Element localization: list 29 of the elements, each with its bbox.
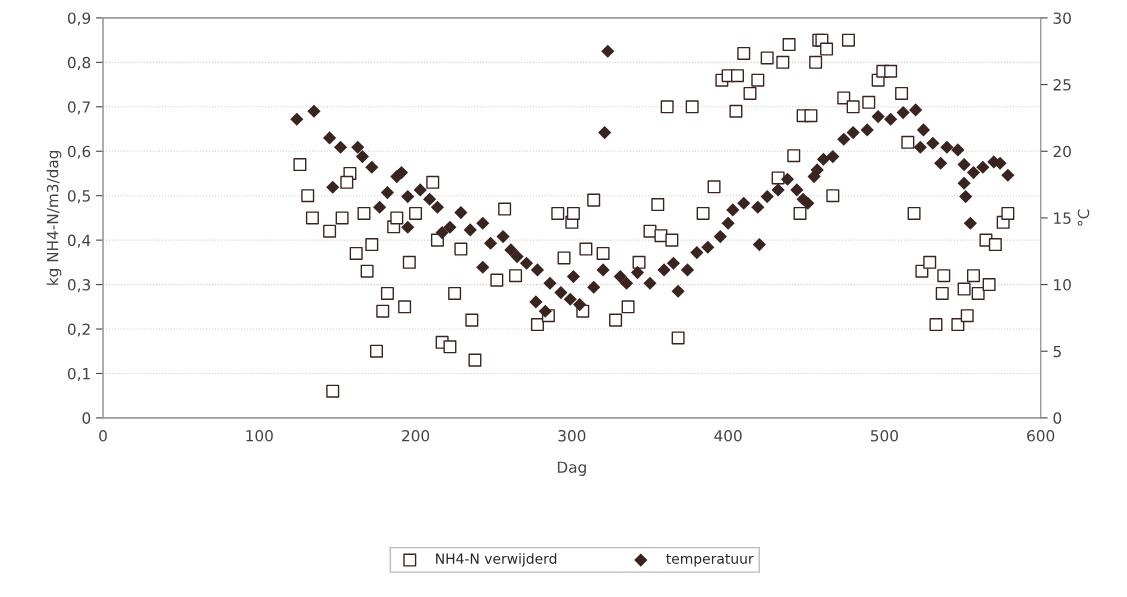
y-tick-label: 0,7 (67, 101, 90, 115)
y2-tick-label: 30 (1053, 12, 1071, 24)
x-tick-label: 0 (99, 429, 107, 442)
y-tick-label: 0,4 (67, 234, 91, 248)
y-tick-label: 0,8 (67, 56, 91, 70)
x-axis-title: Dag (557, 461, 586, 476)
y-tick-label: 0,3 (67, 279, 90, 293)
x-tick-label: 200 (402, 429, 430, 442)
y-tick-label: 0,9 (67, 12, 91, 26)
x-tick-label: 100 (246, 429, 273, 442)
x-tick-label: 300 (558, 429, 586, 442)
y2-tick-label: 10 (1054, 279, 1071, 291)
y2-tick-label: 15 (1054, 212, 1071, 224)
legend-label: NH4-N verwijderd (436, 553, 557, 567)
y-axis-title: kg NH4-N/m3/dag (46, 150, 62, 285)
y2-tick-label: 20 (1053, 145, 1071, 158)
y-tick-label: 0,5 (67, 190, 90, 204)
y-tick-label: 0 (82, 412, 91, 424)
x-tick-label: 600 (1027, 429, 1055, 442)
y2-tick-label: 5 (1053, 345, 1061, 358)
y2-axis-title: °C (1077, 209, 1090, 226)
y-tick-label: 0,6 (67, 145, 91, 159)
y-tick-label: 0,1 (67, 367, 90, 382)
y-tick-label: 0,2 (67, 323, 90, 337)
x-tick-label: 400 (714, 429, 742, 442)
legend-label: temperatuur (666, 553, 754, 567)
y2-tick-label: 25 (1053, 79, 1071, 91)
y2-tick-label: 0 (1053, 412, 1062, 424)
x-tick-label: 500 (870, 429, 898, 442)
